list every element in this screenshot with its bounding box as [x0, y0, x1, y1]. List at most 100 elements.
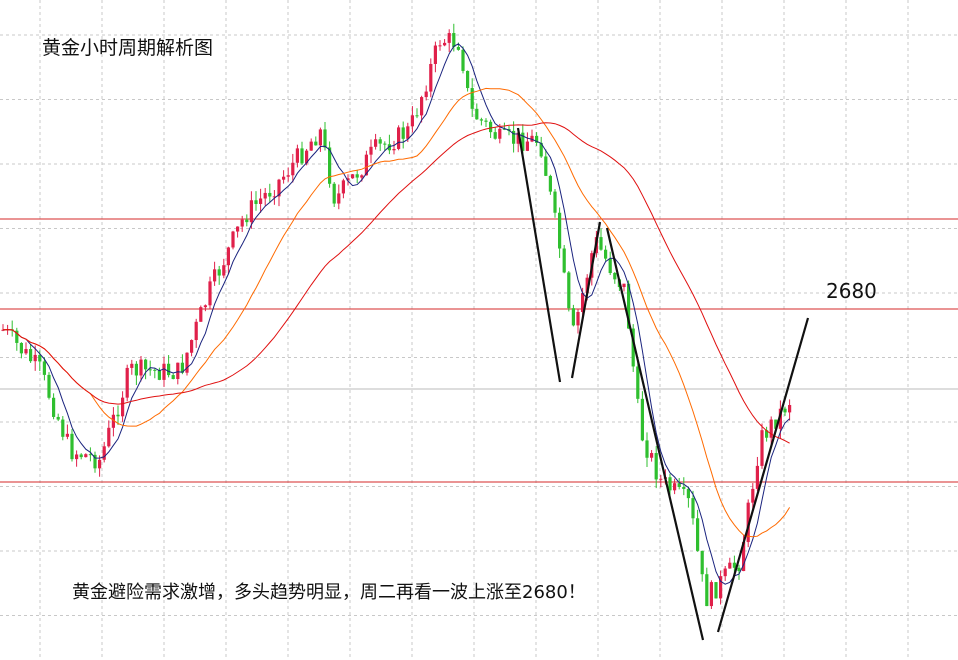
candle-body — [291, 162, 295, 176]
candle-body — [337, 193, 341, 204]
candle-body — [470, 88, 474, 109]
candle-body — [433, 45, 437, 64]
candle-body — [199, 307, 203, 322]
candle-body — [272, 196, 276, 198]
candle-body — [714, 582, 718, 599]
candle-body — [378, 139, 382, 144]
candle-body — [15, 330, 19, 343]
trend-lines — [516, 127, 810, 641]
candle-body — [318, 129, 322, 146]
candle-body — [314, 141, 318, 146]
candle-body — [691, 498, 695, 519]
trend-line — [516, 127, 562, 383]
candles — [1, 23, 792, 610]
candle-body — [548, 175, 552, 192]
candle-body — [530, 135, 534, 142]
candle-body — [217, 269, 221, 276]
candle-body — [571, 308, 575, 326]
candle-body — [226, 247, 230, 266]
candle-body — [627, 283, 631, 329]
candle-body — [475, 108, 479, 120]
candle-body — [364, 154, 368, 176]
candle-body — [438, 45, 442, 47]
candle-body — [585, 277, 589, 294]
candle-body — [190, 340, 194, 353]
candle-body — [52, 397, 56, 417]
candle-body — [111, 414, 115, 428]
candle-body — [700, 550, 704, 575]
candle-body — [728, 562, 732, 569]
candle-body — [783, 408, 787, 413]
candle-body — [300, 148, 304, 164]
candle-body — [562, 248, 566, 273]
candle-body — [222, 265, 226, 276]
trend-line — [716, 317, 810, 633]
candle-body — [608, 258, 612, 273]
candle-body — [461, 49, 465, 71]
candle-body — [134, 363, 138, 376]
candle-body — [268, 192, 272, 197]
candle-body — [677, 483, 681, 487]
candle-body — [236, 226, 240, 232]
candle-body — [84, 454, 88, 458]
moving-average — [2, 43, 790, 585]
candle-body — [125, 367, 129, 398]
candle-body — [558, 212, 562, 249]
candle-body — [415, 115, 419, 117]
candle-body — [640, 398, 644, 441]
candle-body — [171, 375, 175, 380]
candle-body — [180, 362, 184, 373]
candle-body — [203, 305, 207, 308]
candle-body — [139, 359, 143, 376]
candle-body — [484, 120, 488, 122]
candle-body — [553, 191, 557, 213]
candle-body — [387, 144, 391, 151]
moving-averages — [2, 43, 791, 585]
candle-body — [79, 454, 83, 458]
candle-body — [107, 427, 111, 447]
caption: 黄金避险需求激增，多头趋势明显，周二再看一波上涨至2680！ — [72, 582, 586, 603]
candle-body — [673, 483, 677, 491]
candle-body — [429, 63, 433, 92]
candle-body — [130, 363, 134, 368]
candle-body — [746, 502, 750, 543]
candle-body — [599, 237, 603, 250]
candle-body — [1, 329, 5, 331]
candle-body — [631, 328, 635, 367]
candle-body — [410, 115, 414, 127]
candle-body — [102, 446, 106, 460]
candle-body — [723, 568, 727, 577]
candle-body — [654, 453, 658, 480]
candle-body — [240, 219, 244, 227]
candle-body — [185, 352, 189, 373]
candle-body — [176, 362, 180, 380]
candle-body — [383, 143, 387, 145]
title: 黄金小时周期解析图 — [42, 37, 213, 59]
candle-body — [424, 91, 428, 98]
candle-body — [213, 269, 217, 282]
candle-body — [493, 132, 497, 139]
candle-body — [516, 132, 520, 144]
candle-body — [332, 183, 336, 204]
candle-body — [686, 488, 690, 499]
candle-body — [33, 354, 37, 362]
candle-body — [351, 174, 355, 179]
candle-body — [751, 488, 755, 503]
candle-body — [249, 200, 253, 223]
candle-body — [341, 180, 345, 194]
candle-body — [447, 33, 451, 43]
candle-body — [245, 219, 249, 223]
candle-body — [755, 465, 759, 489]
candle-body — [38, 354, 42, 362]
candle-body — [254, 200, 258, 204]
candle-body — [443, 42, 447, 46]
candle-body — [659, 478, 663, 480]
moving-average — [2, 122, 790, 444]
candle-body — [719, 576, 723, 599]
candle-body — [282, 176, 286, 180]
candle-body — [742, 542, 746, 572]
candle-body — [70, 433, 74, 460]
